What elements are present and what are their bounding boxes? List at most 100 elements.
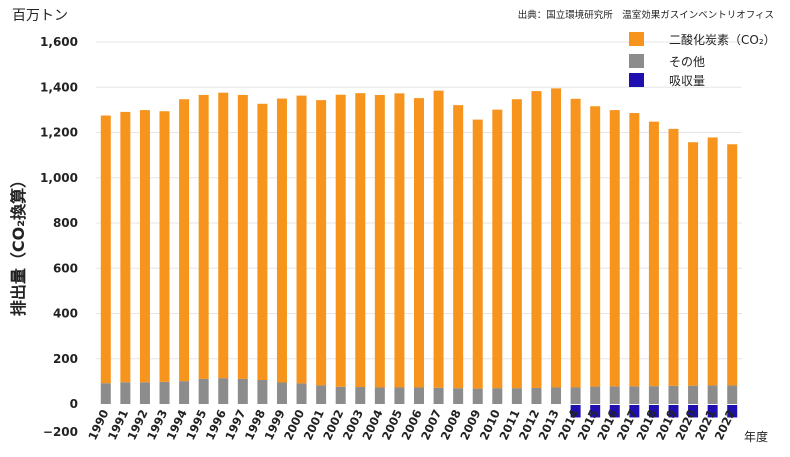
bar-co2 — [511, 99, 522, 389]
bar-other — [453, 388, 464, 404]
bar-co2 — [374, 94, 385, 388]
legend-swatch-co2 — [629, 32, 644, 46]
bar-co2 — [218, 92, 229, 379]
bar-co2 — [159, 111, 170, 382]
bar-co2 — [335, 94, 346, 387]
legend-label-other: その他 — [669, 55, 705, 69]
bar-co2 — [100, 115, 111, 384]
legend-item-other: その他 — [629, 54, 705, 69]
bar-other — [335, 386, 346, 404]
legend-swatch-other — [629, 54, 644, 68]
bar-co2 — [257, 103, 268, 381]
bar-co2 — [727, 144, 738, 386]
bar-co2 — [120, 111, 131, 383]
bar-other — [511, 388, 522, 404]
bar-co2 — [394, 93, 405, 388]
bar-co2 — [414, 98, 424, 388]
bar-co2 — [433, 90, 444, 388]
bar-other — [570, 387, 581, 404]
bar-other — [198, 378, 209, 404]
bar-other — [433, 387, 444, 404]
bar-absorption — [648, 405, 659, 418]
bar-co2 — [570, 98, 581, 388]
bar-other — [159, 381, 170, 404]
bar-other — [316, 385, 327, 404]
bar-co2 — [472, 119, 483, 389]
y-axis-label: 排出量（CO₂換算） — [9, 172, 28, 316]
bar-other — [414, 387, 424, 404]
bar-other — [629, 386, 640, 404]
bar-co2 — [355, 93, 366, 388]
bar-co2 — [668, 128, 679, 386]
bar-co2 — [551, 88, 562, 388]
bar-co2 — [139, 110, 150, 383]
bar-absorption — [668, 405, 679, 418]
bar-other — [394, 387, 405, 404]
bar-absorption — [590, 405, 601, 418]
bar-other — [492, 388, 503, 404]
bars — [100, 88, 738, 418]
bar-absorption — [570, 405, 581, 418]
bar-co2 — [609, 110, 620, 387]
y-axis-ticks: −200 0 200 400 600 800 1,000 1,200 1,400 1,600 — [40, 35, 78, 439]
bar-absorption — [707, 405, 718, 418]
bar-absorption — [688, 405, 699, 418]
bar-co2 — [316, 100, 327, 386]
bar-other — [218, 378, 229, 404]
bar-co2 — [237, 94, 248, 379]
bar-co2 — [590, 106, 601, 387]
y-tick-label: 1,200 — [40, 126, 78, 140]
legend-item-co2: 二酸化炭素（CO₂） — [629, 32, 776, 47]
bar-co2 — [688, 142, 699, 386]
bar-other — [139, 382, 150, 404]
legend-label-co2: 二酸化炭素（CO₂） — [669, 32, 776, 47]
bar-other — [179, 381, 190, 404]
bar-co2 — [276, 98, 287, 383]
bar-co2 — [453, 105, 464, 389]
bar-co2 — [492, 109, 503, 389]
bar-other — [688, 385, 699, 404]
x-axis-ticks: 1990199119921993199419951996199719981999… — [85, 407, 738, 442]
legend-label-absorption: 吸収量 — [669, 74, 705, 88]
bar-other — [472, 388, 483, 404]
bar-co2 — [629, 113, 640, 387]
legend-swatch-absorption — [629, 73, 644, 87]
y-tick-label: 600 — [53, 261, 78, 275]
bar-other — [727, 385, 738, 404]
bar-other — [374, 387, 385, 404]
bar-co2 — [296, 95, 307, 384]
y-tick-label: 800 — [53, 216, 78, 230]
bar-other — [668, 385, 679, 404]
y-tick-label: 1,400 — [40, 80, 78, 94]
bar-co2 — [179, 99, 190, 382]
y-tick-label: 1,000 — [40, 171, 78, 185]
bar-other — [296, 383, 307, 404]
bar-other — [257, 380, 268, 404]
bar-co2 — [531, 91, 542, 388]
y-tick-label: −200 — [43, 425, 78, 439]
bar-other — [120, 382, 131, 404]
bar-other — [590, 386, 601, 404]
bar-other — [707, 385, 718, 404]
bar-other — [609, 386, 620, 404]
x-axis-label: 年度 — [744, 429, 768, 444]
source-note: 出典：国立環境研究所 温室効果ガスインベントリオフィス — [518, 9, 774, 21]
bar-other — [531, 387, 542, 404]
bar-absorption — [727, 405, 738, 418]
y-tick-label: 400 — [53, 307, 78, 321]
bar-other — [648, 386, 659, 404]
legend: 二酸化炭素（CO₂） その他 吸収量 — [629, 32, 776, 88]
unit-label: 百万トン — [12, 8, 68, 24]
bar-co2 — [198, 94, 209, 379]
bar-other — [100, 383, 111, 404]
bar-other — [355, 387, 366, 404]
legend-item-absorption: 吸収量 — [629, 73, 705, 88]
y-tick-label: 1,600 — [40, 35, 78, 49]
bar-other — [551, 387, 562, 404]
bar-absorption — [609, 405, 620, 418]
bar-other — [276, 382, 287, 404]
y-tick-label: 0 — [70, 397, 78, 411]
bar-co2 — [648, 121, 659, 387]
